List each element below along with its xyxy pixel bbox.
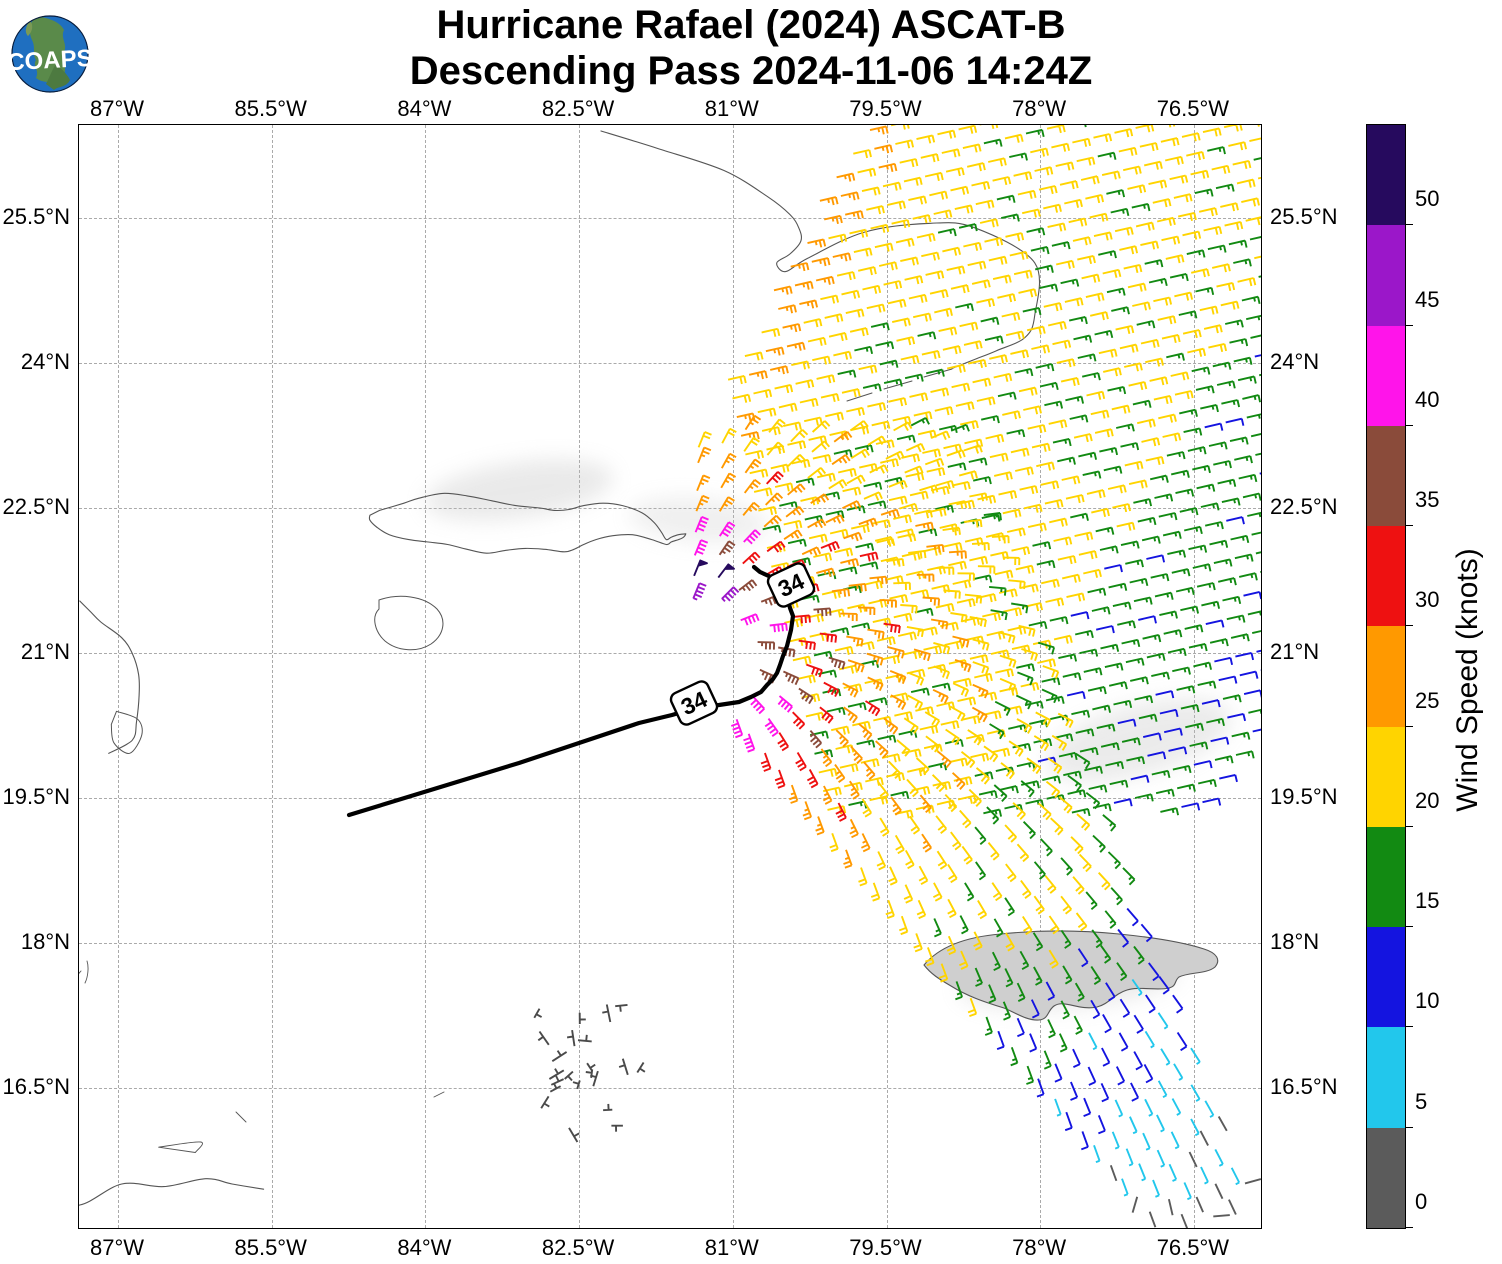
svg-text:COAPS: COAPS: [10, 45, 90, 76]
